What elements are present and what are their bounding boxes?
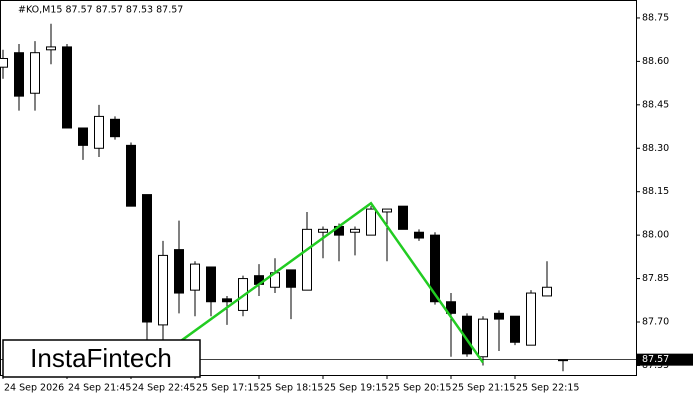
candle-body: [78, 127, 88, 146]
candle-body: [14, 52, 24, 97]
marks: 88.75 88.60 88.45 88.30 88.15 88.00 87.85 87.70…: [0, 12, 693, 394]
x-tick-label: 25 Sep 18:15: [260, 383, 323, 394]
candle-body: [542, 286, 552, 297]
candle-body: [414, 231, 424, 239]
watermark-frame: [2, 339, 201, 378]
candle-body: [350, 228, 360, 233]
y-tick-label: 88.75: [642, 12, 669, 23]
candle-body: [110, 118, 120, 138]
y-tick-label: 88.00: [642, 230, 669, 241]
candle-body: [62, 46, 72, 129]
x-tick-label: 25 Sep 20:15: [388, 383, 451, 394]
x-tick-label: 25 Sep 19:15: [324, 383, 387, 394]
plot-frame: [0, 0, 637, 376]
candle-body: [446, 301, 456, 314]
y-tick-label: 88.45: [642, 99, 669, 110]
candle-body: [0, 57, 8, 68]
candle-body: [526, 292, 536, 346]
candle-body: [510, 315, 520, 343]
chart-title: #KO,M15 87.57 87.57 87.53 87.57: [18, 5, 183, 16]
y-tick-label: 88.60: [642, 56, 669, 67]
candle-body: [222, 298, 232, 303]
candle-body: [430, 234, 440, 303]
candle-body: [174, 249, 184, 294]
candle-body: [126, 144, 136, 207]
x-tick-label: 24 Sep 21:45: [68, 383, 131, 394]
candle-body: [142, 194, 152, 323]
candle-body: [318, 228, 328, 233]
y-tick-label: 87.85: [642, 273, 669, 284]
candle-body: [366, 208, 376, 236]
y-tick-label: 88.30: [642, 143, 669, 154]
candle-body: [158, 254, 168, 326]
candle-body: [46, 46, 56, 51]
candle-body: [30, 52, 40, 94]
x-tick-label: 25 Sep 22:15: [516, 383, 579, 394]
candle-body: [382, 208, 392, 213]
candle-body: [302, 228, 312, 291]
last-price-label: 87.57: [642, 354, 669, 365]
candle-body: [94, 115, 104, 149]
candle-body: [478, 318, 488, 358]
x-tick-label: 25 Sep 17:15: [196, 383, 259, 394]
x-tick-label: 24 Sep 2026: [4, 383, 64, 394]
y-tick-label: 87.70: [642, 317, 669, 328]
candle-body: [206, 266, 216, 303]
x-tick-label: 25 Sep 21:15: [452, 383, 515, 394]
watermark-box: InstaFintech: [2, 339, 201, 378]
last-price-box: [637, 353, 693, 366]
candle-body: [494, 312, 504, 320]
x-tick-label: 24 Sep 22:45: [132, 383, 195, 394]
pattern-line: [170, 201, 485, 364]
candle-body: [286, 269, 296, 288]
watermark: InstaFintech: [30, 343, 172, 373]
candle-body: [398, 205, 408, 230]
candle-body: [190, 263, 200, 291]
y-tick-label: 88.15: [642, 186, 669, 197]
